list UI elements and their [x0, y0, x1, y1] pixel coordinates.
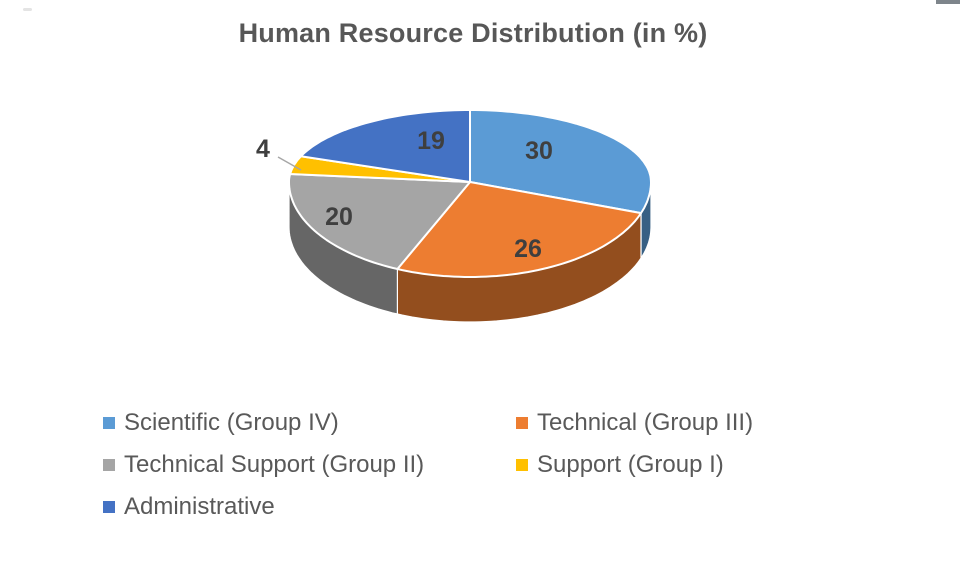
chart-legend: Scientific (Group IV) Technical (Group II… — [103, 402, 933, 528]
legend-marker-technical-group-iii — [516, 417, 528, 429]
legend-marker-technical-support-group-ii — [103, 459, 115, 471]
pie-slice-technical-support-group-ii[interactable] — [288, 173, 471, 270]
pie-slice-technical-group-iii[interactable] — [396, 181, 642, 278]
legend-item-support-group-i[interactable]: Support (Group I) — [516, 444, 929, 486]
legend-label: Scientific (Group IV) — [124, 409, 339, 436]
legend-item-administrative[interactable]: Administrative — [103, 486, 516, 528]
legend-label: Administrative — [124, 493, 275, 520]
data-label-technical-group-iii: 26 — [514, 235, 542, 263]
data-label-scientific-group-iv: 30 — [525, 137, 553, 165]
pie-slice-scientific-group-iv[interactable] — [469, 109, 652, 215]
legend-label: Technical Support (Group II) — [124, 451, 425, 478]
legend-item-technical-group-iii[interactable]: Technical (Group III) — [516, 402, 929, 444]
legend-label: Technical (Group III) — [537, 409, 754, 436]
data-label-technical-support-group-ii: 20 — [325, 203, 353, 231]
legend-item-technical-support-group-ii[interactable]: Technical Support (Group II) — [103, 444, 516, 486]
data-label-administrative: 19 — [417, 127, 445, 155]
leader-line-support-group-i — [277, 156, 302, 171]
legend-marker-administrative — [103, 501, 115, 513]
window-edge-fragment — [936, 0, 960, 4]
legend-marker-scientific-group-iv — [103, 417, 115, 429]
legend-label: Support (Group I) — [537, 451, 724, 478]
pie-slice-administrative[interactable] — [299, 109, 471, 183]
legend-item-scientific-group-iv[interactable]: Scientific (Group IV) — [103, 402, 516, 444]
data-label-support-group-i: 4 — [256, 135, 270, 163]
smudge-artifact — [23, 8, 32, 11]
chart-title: Human Resource Distribution (in %) — [238, 18, 708, 48]
legend-marker-support-group-i — [516, 459, 528, 471]
